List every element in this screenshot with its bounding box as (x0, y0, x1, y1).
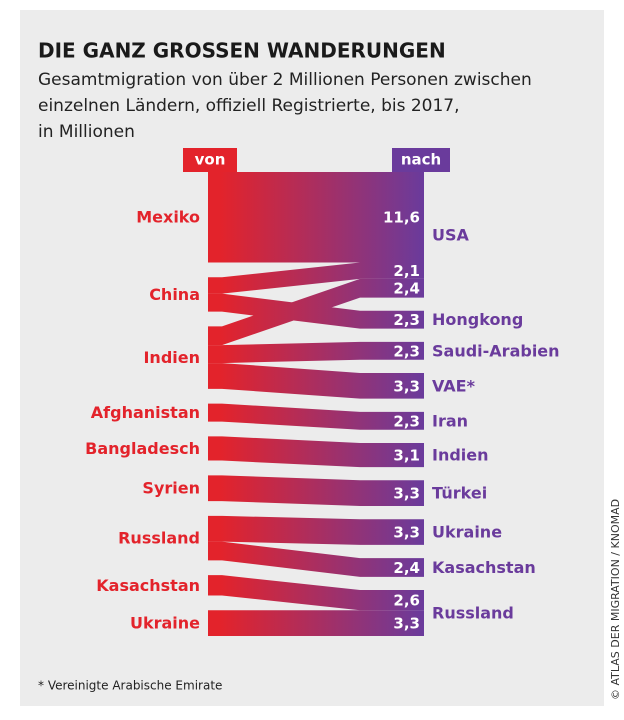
source-label: China (149, 285, 200, 304)
flow (208, 575, 424, 611)
value-label: 3,3 (393, 485, 420, 503)
target-label: USA (432, 225, 470, 244)
target-label: Türkei (432, 484, 487, 503)
flows (208, 172, 424, 636)
value-label: 3,3 (393, 615, 420, 633)
flow (208, 172, 424, 263)
from-header: von (195, 151, 226, 169)
source-label: Bangladesch (85, 439, 200, 458)
chart-title: DIE GANZ GROSSEN WANDERUNGEN (38, 39, 446, 63)
source-label: Mexiko (136, 208, 200, 227)
value-label: 3,3 (393, 524, 420, 542)
subtitle: einzelnen Ländern, offiziell Registriert… (38, 96, 460, 116)
target-label: Russland (432, 603, 514, 622)
flow (208, 541, 424, 577)
source-label: Afghanistan (91, 403, 200, 422)
to-header: nach (401, 151, 441, 169)
value-label: 3,3 (393, 377, 420, 395)
source-label: Indien (143, 348, 200, 367)
value-label: 2,6 (393, 592, 420, 610)
flow (208, 262, 424, 294)
flow (208, 436, 424, 468)
target-label: VAE* (432, 376, 476, 395)
value-label: 2,3 (393, 311, 420, 329)
source-label: Ukraine (130, 614, 200, 633)
flow (208, 475, 424, 507)
value-label: 2,3 (393, 342, 420, 360)
subtitle: in Millionen (38, 122, 135, 142)
target-label: Hongkong (432, 310, 523, 329)
source-label: Russland (118, 529, 200, 548)
flow (208, 363, 424, 399)
target-label: Iran (432, 411, 468, 430)
value-label: 2,4 (393, 280, 420, 298)
flow (208, 341, 424, 364)
source-label: Syrien (142, 479, 200, 498)
from-header-box (183, 148, 237, 172)
subtitle: Gesamtmigration von über 2 Millionen Per… (38, 70, 532, 90)
value-label: 11,6 (383, 209, 420, 227)
flow (208, 278, 424, 346)
value-label: 3,1 (393, 447, 420, 465)
to-header-box (392, 148, 450, 172)
value-label: 2,1 (393, 262, 420, 280)
target-label: Indien (432, 446, 489, 465)
flow (208, 610, 424, 636)
flow (208, 515, 424, 545)
value-label: 2,3 (393, 412, 420, 430)
target-label: Saudi-Arabien (432, 341, 560, 360)
footnote: * Vereinigte Arabische Emirate (38, 679, 222, 693)
credit: © ATLAS DER MIGRATION / KNOMAD (609, 499, 622, 700)
target-label: Ukraine (432, 523, 502, 542)
target-label: Kasachstan (432, 558, 536, 577)
value-label: 2,4 (393, 559, 420, 577)
flow (208, 403, 424, 430)
source-label: Kasachstan (96, 576, 200, 595)
